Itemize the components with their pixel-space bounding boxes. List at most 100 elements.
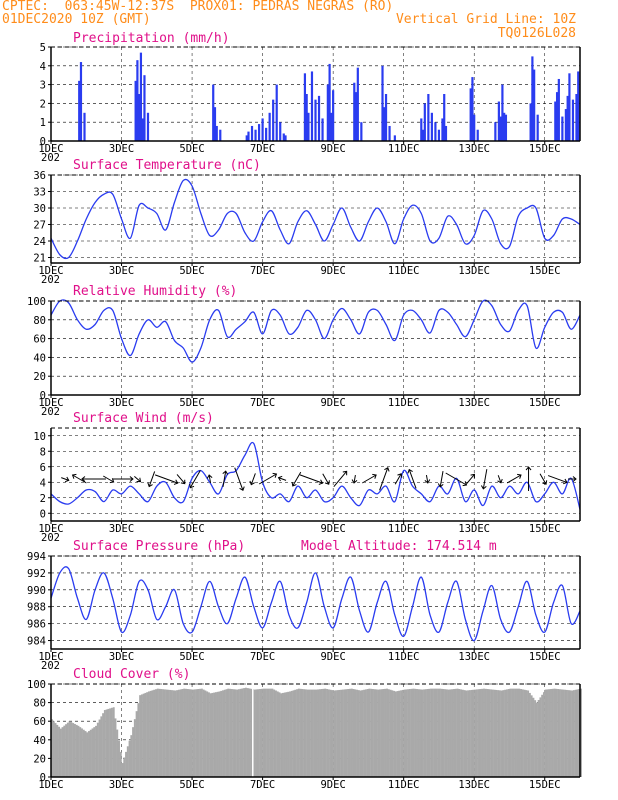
temp-xtick-label: 13DEC — [458, 265, 490, 277]
cloud-bar — [118, 740, 120, 777]
cloud-bar — [303, 689, 306, 777]
cloud-bar — [218, 691, 221, 777]
wind-arrow-head — [324, 480, 330, 485]
wind-arrow-head — [470, 473, 475, 479]
cloud-bar — [518, 688, 521, 777]
wind-arrow-head — [206, 474, 213, 479]
wind-arrow — [525, 466, 532, 491]
cloud-bar — [82, 729, 85, 777]
cloud-bar — [546, 689, 549, 777]
wind-arrow-shaft — [258, 473, 277, 485]
cloud-bar — [440, 688, 443, 777]
precip-bar — [494, 122, 497, 141]
cloud-bar — [317, 689, 320, 777]
cloud-bar — [54, 723, 57, 777]
precip-bar — [213, 107, 217, 141]
wind-arrow — [277, 475, 287, 482]
panel-pressure: 984 986 988 990 992 994 1DEC 3DEC 5DEC 7DEC 9DEC 11… — [27, 539, 581, 672]
humidity-ytick-label: 60 — [33, 334, 46, 346]
precip-bar — [430, 112, 433, 141]
wind-arrow-head — [222, 470, 229, 475]
cloud-bar — [174, 690, 177, 777]
cloud-xtick-label: 9DEC — [320, 779, 345, 791]
cloud-bar — [356, 689, 359, 777]
wind-arrow — [466, 473, 475, 484]
cloud-bar — [386, 688, 388, 777]
cloud-bar — [163, 689, 166, 777]
cloud-bar — [486, 689, 489, 777]
cloud-bar — [408, 689, 411, 777]
precip-bar — [321, 118, 324, 141]
cloud-bar — [576, 689, 579, 777]
cloud-bar — [511, 688, 514, 777]
cloud-bar — [304, 689, 307, 777]
cloud-bar — [188, 689, 191, 777]
cloud-bar — [253, 689, 256, 777]
pressure-series-line — [50, 566, 581, 642]
wind-ytick-label: 8 — [40, 446, 46, 458]
cloud-bar — [544, 689, 547, 777]
cloud-bar — [377, 689, 380, 777]
wind-arrow-shaft — [408, 469, 417, 489]
cloud-bar — [352, 689, 355, 777]
cloud-bar — [354, 689, 357, 777]
humidity-ytick-label: 0 — [40, 390, 46, 402]
wind-arrow-head — [272, 472, 278, 478]
cloud-bar — [389, 689, 392, 777]
cloud-bar — [521, 689, 524, 777]
cloud-bar — [165, 689, 168, 777]
wind-arrow — [497, 475, 503, 484]
wind-arrow-head — [147, 482, 153, 488]
pressure-xtick-label: 1DEC — [38, 651, 63, 663]
pressure-xtick-label: 13DEC — [458, 651, 490, 663]
precip-bar — [473, 114, 476, 141]
wind-arrow — [234, 467, 245, 492]
temp-ytick-label: 33 — [33, 187, 46, 199]
wind-arrow-shaft — [61, 477, 69, 481]
cloud-bar — [467, 690, 470, 777]
cloud-ytick-label: 80 — [33, 698, 46, 710]
cloud-bar — [343, 689, 346, 777]
cloud-bar — [162, 689, 165, 777]
precip-bar — [272, 99, 275, 141]
cloud-bar — [461, 689, 464, 777]
cloud-bar — [186, 689, 189, 777]
cloud-bar — [63, 725, 66, 777]
cloud-bar — [490, 689, 493, 777]
cloud-bar — [102, 713, 105, 777]
cloud-bar — [213, 692, 216, 777]
humidity-xtick-label: 9DEC — [320, 397, 345, 409]
panel-precip: 0 1 2 3 4 5 1DEC 3DEC 5DEC 7DEC 9DEC 11DEC 13DEC 15DE… — [38, 31, 581, 164]
humidity-ytick-label: 20 — [33, 371, 46, 383]
wind-arrow — [506, 473, 522, 484]
cloud-ytick-label: 0 — [40, 772, 46, 784]
cloud-bar — [514, 688, 517, 777]
wind-arrow — [291, 471, 302, 487]
cloud-bar — [172, 690, 175, 777]
wind-arrow-shaft — [497, 475, 502, 483]
cloud-bar — [114, 718, 117, 777]
wind-arrow-head — [497, 478, 503, 484]
cloud-bar — [264, 688, 267, 777]
wind-arrow-head — [517, 473, 522, 479]
precip-bar — [332, 90, 335, 141]
wind-arrow-head — [180, 479, 186, 485]
cloud-bar — [530, 695, 533, 777]
cloud-bar — [416, 689, 418, 777]
cloud-bar — [232, 689, 235, 777]
cloud-bar — [110, 707, 113, 777]
wind-xtick-label: 5DEC — [179, 523, 204, 535]
cloud-bar — [371, 689, 374, 777]
wind-arrow — [103, 475, 115, 484]
cloud-bar — [447, 689, 450, 777]
cloud-bar — [396, 691, 399, 777]
precip-bar — [303, 73, 307, 141]
cloud-bar — [470, 689, 473, 777]
wind-ytick-label: 4 — [40, 477, 46, 489]
cloud-bar — [296, 689, 299, 777]
wind-series-line — [50, 441, 581, 510]
precip-bar — [279, 122, 282, 141]
cloud-bar — [551, 688, 554, 777]
cloud-bar — [571, 690, 574, 777]
cloud-bar — [488, 689, 491, 777]
